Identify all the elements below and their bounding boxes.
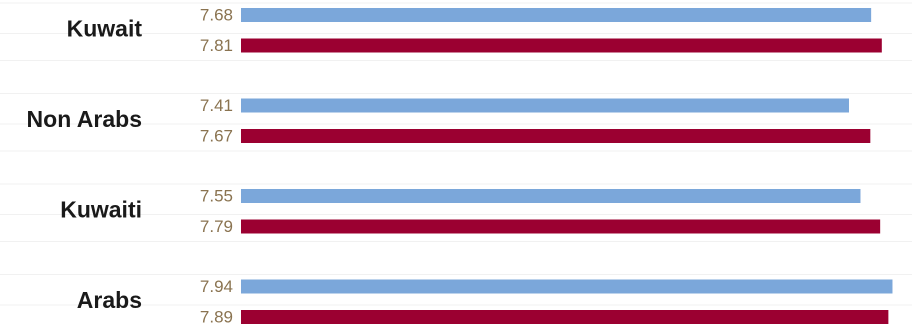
bar-series-1 xyxy=(241,8,872,22)
bar-series-1 xyxy=(241,279,893,294)
value-label: 7.79 xyxy=(200,217,233,236)
category-label: Non Arabs xyxy=(27,106,142,132)
value-label: 7.55 xyxy=(200,186,233,205)
value-labels: 7.68 7.81 7.41 7.67 7.55 7.79 7.94 7.89 xyxy=(200,5,233,326)
bar-series-1 xyxy=(241,189,861,203)
category-labels: Kuwait Non Arabs Kuwaiti Arabs xyxy=(27,15,143,313)
bar-series-2 xyxy=(241,310,889,324)
value-label: 7.89 xyxy=(200,307,233,326)
value-label: 7.67 xyxy=(200,126,233,145)
category-label: Kuwait xyxy=(67,15,143,41)
bar-series-2 xyxy=(241,38,882,53)
value-label: 7.41 xyxy=(200,96,233,115)
value-label: 7.94 xyxy=(200,277,233,296)
bar-series-2 xyxy=(241,129,871,143)
bar-series-2 xyxy=(241,219,881,234)
category-label: Arabs xyxy=(77,287,142,313)
value-label: 7.68 xyxy=(200,5,233,24)
bar-series-1 xyxy=(241,98,849,113)
gridlines xyxy=(0,2,912,306)
bars xyxy=(241,8,893,324)
value-label: 7.81 xyxy=(200,36,233,55)
category-label: Kuwaiti xyxy=(60,196,142,222)
